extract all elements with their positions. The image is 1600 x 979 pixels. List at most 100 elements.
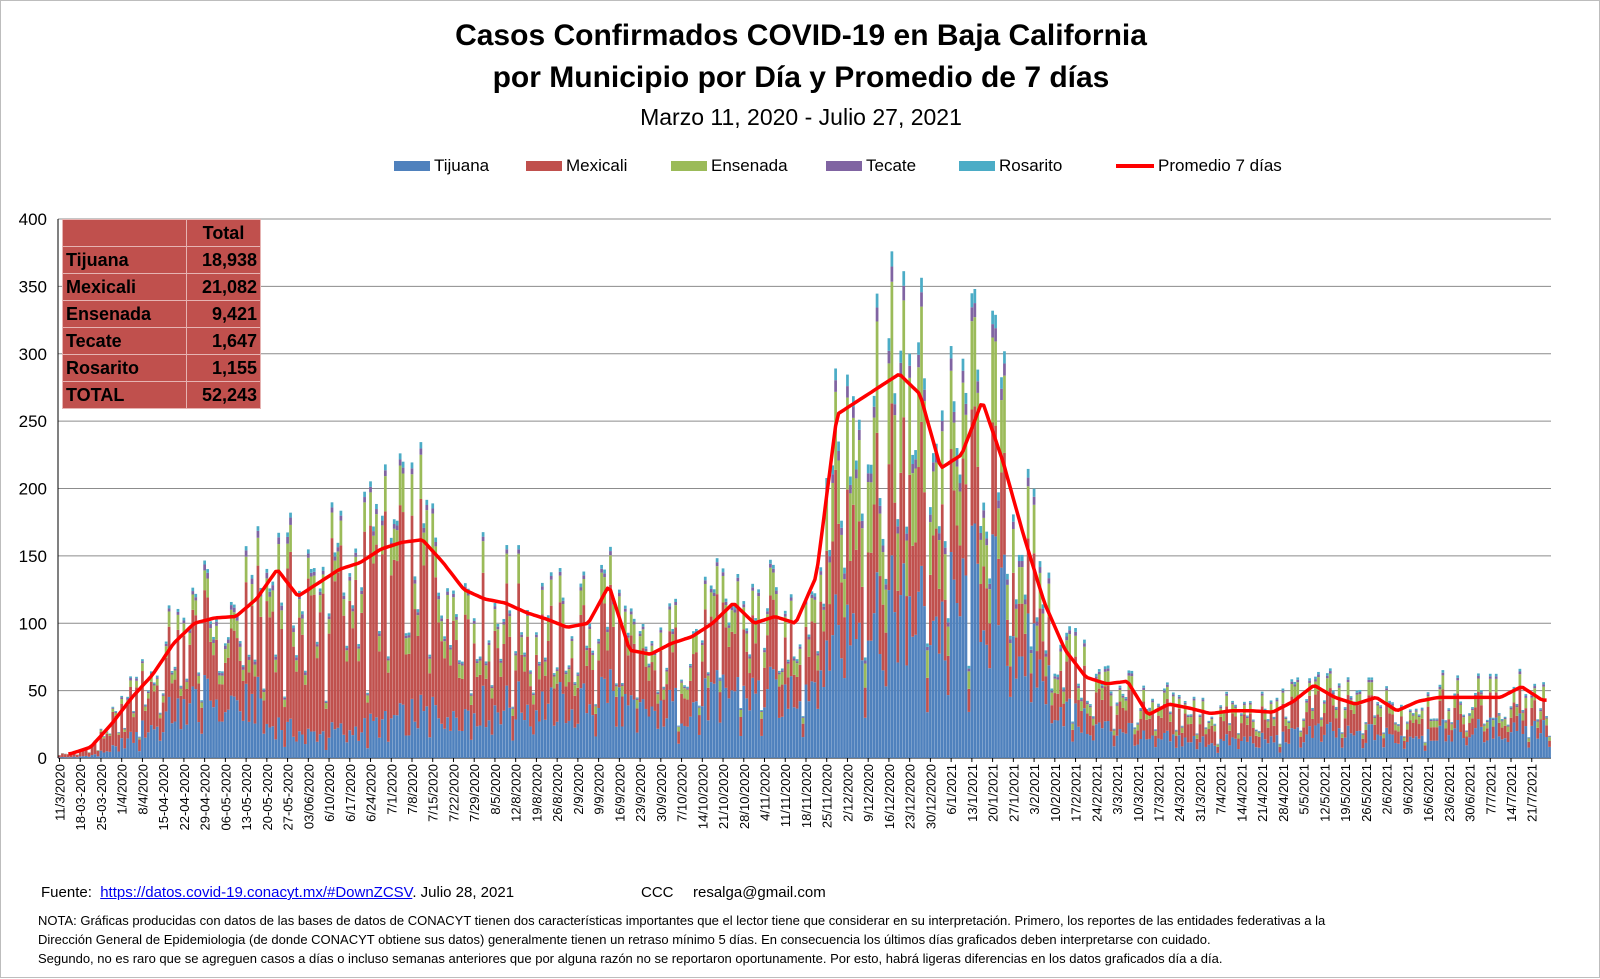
bar-segment: [645, 647, 648, 649]
bar-segment: [488, 643, 491, 645]
bar-segment: [280, 730, 283, 758]
bar-segment: [1080, 711, 1083, 733]
bar-segment: [1267, 720, 1270, 721]
bar-segment: [1400, 736, 1403, 758]
bar-segment: [950, 449, 953, 552]
bar-segment: [657, 692, 660, 693]
bar-segment: [1045, 704, 1048, 758]
bar-segment: [550, 572, 553, 576]
bar-segment: [1418, 714, 1421, 715]
bar-segment: [1539, 711, 1542, 719]
bar-segment: [1053, 720, 1056, 758]
bar-segment: [532, 695, 535, 704]
bar-segment: [342, 596, 345, 599]
bar-segment: [1237, 735, 1240, 739]
bar-segment: [123, 732, 126, 749]
bar-segment: [1092, 717, 1095, 718]
bar-segment: [431, 503, 434, 508]
bar-segment: [917, 355, 920, 367]
bar-segment: [505, 549, 508, 553]
bar-segment: [1524, 698, 1527, 708]
bar-segment: [1495, 676, 1498, 679]
bar-segment: [728, 628, 731, 647]
y-tick-label: 400: [19, 210, 47, 229]
bar-segment: [514, 670, 517, 719]
bar-segment: [908, 596, 911, 758]
bar-segment: [357, 741, 360, 758]
bar-segment: [117, 752, 120, 758]
bar-segment: [476, 726, 479, 758]
bar-segment: [254, 662, 257, 665]
bar-segment: [831, 541, 834, 635]
bar-segment: [1486, 721, 1489, 722]
bar-segment: [271, 726, 274, 758]
bar-segment: [1074, 636, 1077, 657]
bar-segment: [165, 642, 168, 644]
bar-segment: [1406, 730, 1409, 742]
bar-segment: [82, 756, 85, 758]
bar-segment: [689, 666, 692, 668]
bar-segment: [482, 573, 485, 686]
bar-segment: [657, 704, 660, 729]
bar-segment: [651, 643, 654, 645]
bar-segment: [218, 721, 221, 758]
bar-segment: [1267, 728, 1270, 744]
bar-segment: [1148, 709, 1151, 711]
bar-segment: [1048, 573, 1051, 579]
bar-segment: [828, 562, 831, 604]
bar-segment: [565, 723, 568, 758]
source-link[interactable]: https://datos.covid-19.conacyt.mx/#DownZ…: [100, 884, 412, 901]
bar-segment: [286, 722, 289, 758]
bar-segment: [659, 627, 662, 630]
bar-segment: [369, 714, 372, 758]
bar-segment: [1255, 747, 1258, 758]
bar-segment: [494, 606, 497, 609]
bar-segment: [944, 660, 947, 758]
summary-value: 52,243: [187, 382, 261, 409]
bar-segment: [879, 576, 882, 654]
bar-segment: [639, 634, 642, 637]
bar-segment: [994, 315, 997, 328]
bar-segment: [843, 568, 846, 574]
bar-segment: [926, 643, 929, 646]
bar-segment: [698, 706, 701, 707]
bar-segment: [1086, 704, 1089, 713]
x-tick-label: 13/1/2021: [965, 764, 980, 822]
bar-segment: [1048, 617, 1051, 665]
bar-segment: [218, 671, 221, 673]
bar-segment: [1053, 676, 1056, 679]
bar-segment: [654, 670, 657, 711]
bar-segment: [597, 644, 600, 661]
bar-segment: [147, 690, 150, 691]
bar-segment: [603, 679, 606, 758]
bar-segment: [899, 363, 902, 375]
bar-segment: [858, 440, 861, 521]
bar-segment: [514, 653, 517, 655]
bar-segment: [1166, 685, 1169, 687]
bar-segment: [819, 602, 822, 671]
bar-segment: [778, 674, 781, 686]
bar-segment: [491, 688, 494, 698]
bar-segment: [351, 605, 354, 608]
bar-segment: [1459, 714, 1462, 732]
bar-segment: [1255, 730, 1258, 731]
bar-segment: [268, 592, 271, 597]
bar-segment: [120, 697, 123, 699]
bar-segment: [781, 672, 784, 685]
bar-segment: [1083, 640, 1086, 644]
bar-segment: [1128, 723, 1131, 758]
bar-segment: [1418, 739, 1421, 758]
bar-segment: [1326, 676, 1329, 679]
bar-segment: [1510, 709, 1513, 717]
x-tick-label: 25/11/2020: [820, 764, 835, 828]
bar-segment: [1255, 730, 1258, 731]
bar-segment: [1125, 699, 1128, 701]
bar-segment: [668, 690, 671, 758]
bar-segment: [1501, 720, 1504, 721]
bar-segment: [1486, 720, 1489, 721]
bar-segment: [319, 734, 322, 758]
bar-segment: [1222, 741, 1225, 758]
bar-segment: [588, 626, 591, 629]
bar-segment: [230, 602, 233, 605]
bar-segment: [1012, 573, 1015, 636]
